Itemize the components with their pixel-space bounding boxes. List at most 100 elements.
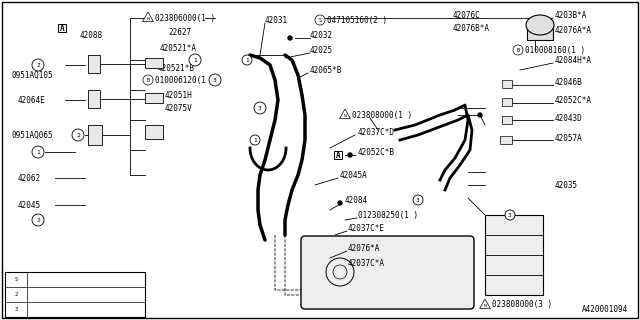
Circle shape: [242, 55, 252, 65]
Text: 010008160(1 ): 010008160(1 ): [525, 45, 585, 54]
Circle shape: [12, 290, 20, 299]
Bar: [5, 272, 145, 317]
Text: 420521*B: 420521*B: [158, 63, 195, 73]
Text: 3: 3: [213, 77, 217, 83]
Bar: [88, 55, 100, 73]
Text: 42035: 42035: [555, 180, 578, 189]
Text: S047406120(3 ): S047406120(3 ): [31, 275, 96, 284]
Text: 2: 2: [36, 62, 40, 68]
Circle shape: [513, 45, 523, 55]
Circle shape: [508, 101, 512, 105]
Text: 3: 3: [416, 197, 420, 203]
Circle shape: [209, 74, 221, 86]
FancyBboxPatch shape: [301, 236, 474, 309]
Polygon shape: [340, 109, 351, 119]
Circle shape: [288, 36, 292, 40]
Circle shape: [32, 59, 44, 71]
Text: 023808000(1 ): 023808000(1 ): [352, 110, 412, 119]
Text: N: N: [344, 114, 346, 118]
Text: 1: 1: [193, 58, 197, 62]
Text: 4203B*A: 4203B*A: [555, 11, 588, 20]
Text: 023808000(3 ): 023808000(3 ): [492, 300, 552, 309]
Text: 42031: 42031: [265, 15, 288, 25]
Bar: [485, 215, 543, 295]
Text: 2: 2: [76, 132, 80, 138]
Text: 42057A: 42057A: [555, 133, 583, 142]
Text: 0951AQ065: 0951AQ065: [12, 131, 54, 140]
Text: 42032: 42032: [310, 30, 333, 39]
Text: 420521*A: 420521*A: [160, 44, 197, 52]
Bar: [88, 125, 102, 145]
Circle shape: [478, 113, 482, 117]
Text: 42076B*A: 42076B*A: [453, 23, 490, 33]
Text: 0951AQ105: 0951AQ105: [12, 70, 54, 79]
Text: 42075V: 42075V: [165, 103, 193, 113]
Text: N: N: [483, 304, 486, 308]
Text: 42084: 42084: [345, 196, 368, 204]
Circle shape: [254, 102, 266, 114]
Text: 3: 3: [14, 307, 18, 312]
Text: 010006120(1 ): 010006120(1 ): [155, 76, 215, 84]
Circle shape: [32, 146, 44, 158]
Text: 42064E: 42064E: [18, 95, 45, 105]
Text: 42045: 42045: [18, 201, 41, 210]
Bar: [145, 125, 163, 139]
Text: 42037C*E: 42037C*E: [348, 223, 385, 233]
Text: 3: 3: [258, 106, 262, 110]
Text: 42052C*A: 42052C*A: [555, 95, 592, 105]
Circle shape: [12, 275, 20, 284]
Circle shape: [143, 75, 153, 85]
Bar: [502, 98, 512, 106]
Circle shape: [508, 138, 512, 142]
Bar: [88, 90, 100, 108]
Text: 42052C*B: 42052C*B: [358, 148, 395, 156]
Text: 2: 2: [14, 292, 18, 297]
Circle shape: [32, 214, 44, 226]
Text: 42051H: 42051H: [165, 91, 193, 100]
Bar: [58, 24, 66, 32]
Text: 42076A*A: 42076A*A: [555, 26, 592, 35]
Circle shape: [505, 210, 515, 220]
Text: 42037C*C: 42037C*C: [31, 290, 68, 299]
Text: 42076C: 42076C: [453, 11, 481, 20]
Polygon shape: [143, 12, 154, 22]
Circle shape: [348, 153, 352, 157]
Bar: [334, 151, 342, 159]
Text: 012308250(1 ): 012308250(1 ): [358, 211, 418, 220]
Text: 023806000(1 ): 023806000(1 ): [155, 13, 215, 22]
Polygon shape: [479, 299, 490, 308]
Bar: [500, 136, 512, 144]
Text: 42088: 42088: [80, 30, 103, 39]
Bar: [502, 116, 512, 124]
Text: N: N: [147, 17, 150, 21]
Circle shape: [250, 135, 260, 145]
Bar: [527, 25, 553, 40]
Text: B: B: [516, 47, 520, 52]
Text: 42062: 42062: [18, 173, 41, 182]
Text: 092310504: 092310504: [31, 305, 72, 314]
Text: B: B: [147, 77, 150, 83]
Ellipse shape: [526, 15, 554, 35]
Text: 42046B: 42046B: [555, 77, 583, 86]
Circle shape: [508, 83, 512, 87]
Text: 42025: 42025: [310, 45, 333, 54]
Text: 42084H*A: 42084H*A: [555, 55, 592, 65]
Text: 22627: 22627: [168, 28, 191, 36]
Text: 42076*A: 42076*A: [348, 244, 380, 252]
Circle shape: [12, 305, 20, 314]
Circle shape: [508, 118, 512, 122]
Text: 42045A: 42045A: [340, 171, 368, 180]
Text: S: S: [15, 277, 17, 282]
Text: 42043D: 42043D: [555, 114, 583, 123]
Bar: [145, 58, 163, 68]
Bar: [502, 80, 512, 88]
Circle shape: [72, 129, 84, 141]
Text: 42037C*D: 42037C*D: [358, 127, 395, 137]
Text: 1: 1: [245, 58, 249, 62]
Text: A420001094: A420001094: [582, 305, 628, 314]
Text: A: A: [60, 23, 64, 33]
Text: A: A: [336, 150, 340, 159]
Circle shape: [338, 201, 342, 205]
Circle shape: [413, 195, 423, 205]
Circle shape: [315, 15, 325, 25]
